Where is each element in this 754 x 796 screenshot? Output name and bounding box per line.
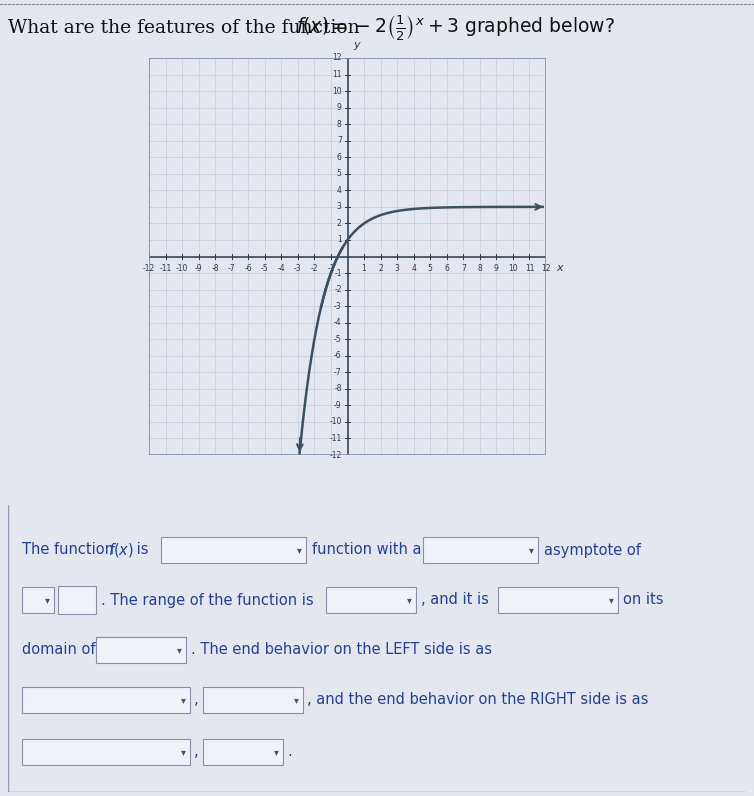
Text: .: . <box>287 744 292 759</box>
Text: -12: -12 <box>143 264 155 273</box>
Bar <box>22 739 190 765</box>
Text: . The range of the function is: . The range of the function is <box>101 592 314 607</box>
Text: ▾: ▾ <box>407 595 412 605</box>
Text: ▾: ▾ <box>297 545 302 555</box>
Text: -7: -7 <box>228 264 235 273</box>
Text: 1: 1 <box>362 264 366 273</box>
Text: ▾: ▾ <box>274 747 279 757</box>
Text: ▾: ▾ <box>181 747 186 757</box>
Bar <box>326 587 416 613</box>
Text: -9: -9 <box>334 401 342 410</box>
Text: -11: -11 <box>329 434 342 443</box>
Text: -5: -5 <box>334 334 342 344</box>
Text: 3: 3 <box>337 202 342 212</box>
Text: ▾: ▾ <box>529 545 534 555</box>
Text: y: y <box>354 40 360 50</box>
Text: ,: , <box>194 693 198 708</box>
Text: 10: 10 <box>332 87 342 96</box>
Text: ▾: ▾ <box>177 645 182 655</box>
Bar <box>203 739 283 765</box>
Text: 4: 4 <box>411 264 416 273</box>
Text: -1: -1 <box>327 264 335 273</box>
Text: 9: 9 <box>494 264 499 273</box>
Bar <box>498 587 618 613</box>
Text: 4: 4 <box>337 185 342 195</box>
Text: ▾: ▾ <box>609 595 614 605</box>
Text: on its: on its <box>623 592 664 607</box>
Text: 5: 5 <box>428 264 433 273</box>
Text: 5: 5 <box>337 170 342 178</box>
Text: ▾: ▾ <box>45 595 50 605</box>
Text: domain of: domain of <box>22 642 96 657</box>
Text: 2: 2 <box>379 264 383 273</box>
Text: , and the end behavior on the RIGHT side is as: , and the end behavior on the RIGHT side… <box>307 693 648 708</box>
Text: is: is <box>132 543 149 557</box>
Text: -6: -6 <box>244 264 252 273</box>
Text: -3: -3 <box>294 264 302 273</box>
Bar <box>96 637 186 663</box>
Text: -4: -4 <box>334 318 342 327</box>
Text: 8: 8 <box>337 119 342 129</box>
Text: 11: 11 <box>525 264 534 273</box>
Text: -12: -12 <box>329 451 342 459</box>
Text: 7: 7 <box>337 136 342 145</box>
Text: 12: 12 <box>333 53 342 63</box>
Text: 12: 12 <box>541 264 550 273</box>
Text: -5: -5 <box>261 264 268 273</box>
Text: -1: -1 <box>334 268 342 278</box>
Text: 9: 9 <box>337 103 342 112</box>
Text: ▾: ▾ <box>294 695 299 705</box>
Text: -8: -8 <box>334 384 342 393</box>
Text: x: x <box>556 263 562 273</box>
Bar <box>423 537 538 563</box>
Text: -9: -9 <box>195 264 202 273</box>
Bar <box>149 58 546 455</box>
Text: What are the features of the function: What are the features of the function <box>8 19 366 37</box>
Bar <box>22 587 54 613</box>
Text: -4: -4 <box>277 264 285 273</box>
Text: 7: 7 <box>461 264 466 273</box>
Text: 11: 11 <box>333 70 342 79</box>
Text: $f(x) = -2\left(\frac{1}{2}\right)^x+3$ graphed below?: $f(x) = -2\left(\frac{1}{2}\right)^x+3$ … <box>296 14 615 43</box>
Text: -7: -7 <box>334 368 342 377</box>
Bar <box>203 687 303 713</box>
Text: 1: 1 <box>337 236 342 244</box>
Text: 8: 8 <box>477 264 483 273</box>
Text: $f(x)$: $f(x)$ <box>108 541 134 559</box>
Text: asymptote of: asymptote of <box>544 543 641 557</box>
Text: The function: The function <box>22 543 118 557</box>
Text: ,: , <box>194 744 198 759</box>
Text: . The end behavior on the LEFT side is as: . The end behavior on the LEFT side is a… <box>191 642 492 657</box>
Text: 10: 10 <box>508 264 518 273</box>
Bar <box>161 537 306 563</box>
Text: -3: -3 <box>334 302 342 310</box>
Text: ▾: ▾ <box>181 695 186 705</box>
Text: -8: -8 <box>211 264 219 273</box>
Text: -6: -6 <box>334 351 342 361</box>
Text: 3: 3 <box>394 264 400 273</box>
Bar <box>58 586 96 614</box>
Bar <box>22 687 190 713</box>
Text: 6: 6 <box>337 153 342 162</box>
Text: -2: -2 <box>334 285 342 294</box>
Text: 2: 2 <box>337 219 342 228</box>
Text: -11: -11 <box>159 264 172 273</box>
Text: function with a: function with a <box>312 543 421 557</box>
Text: -2: -2 <box>311 264 318 273</box>
Text: 6: 6 <box>444 264 449 273</box>
Text: -10: -10 <box>176 264 188 273</box>
Text: , and it is: , and it is <box>421 592 489 607</box>
Text: -10: -10 <box>329 417 342 427</box>
